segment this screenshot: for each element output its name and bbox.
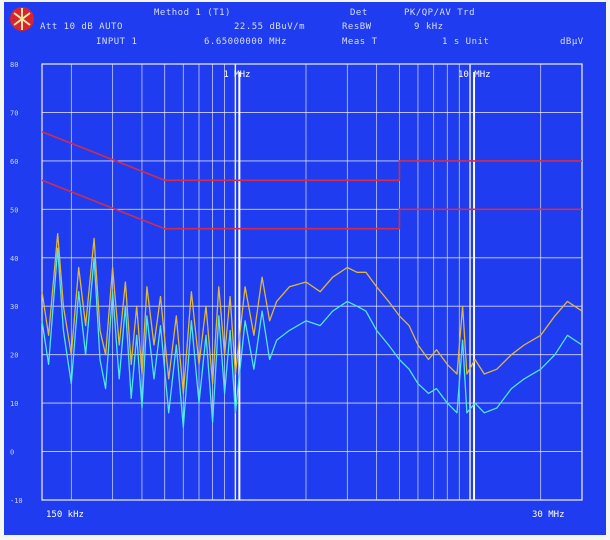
det-value: PK/QP/AV Trd — [404, 8, 476, 18]
attenuation-text: Att 10 dB AUTO — [40, 22, 123, 32]
y-tick-label: 50 — [10, 206, 18, 214]
y-tick-label: 30 — [10, 303, 18, 311]
spectrum-trace — [41, 232, 583, 395]
plot-frame — [41, 63, 583, 501]
spectrum-trace — [41, 247, 583, 428]
det-label: Det — [350, 8, 368, 18]
frequency-text: 6.65000000 MHz — [204, 37, 287, 47]
x-start-label: 150 kHz — [46, 510, 84, 520]
unit-text: dBµV — [560, 37, 584, 47]
y-tick-label: 70 — [10, 109, 18, 117]
resbw-label: ResBW — [342, 22, 372, 32]
resbw-value: 9 kHz — [414, 22, 444, 32]
meas-value: 1 s Unit — [442, 37, 490, 47]
manufacturer-logo-icon — [10, 7, 34, 31]
marker-label: 1 MHz — [223, 70, 250, 80]
input-text: INPUT 1 — [96, 37, 138, 47]
y-tick-label: 10 — [10, 400, 18, 408]
scale-text: 22.55 dBuV/m — [234, 22, 306, 32]
meas-label: Meas T — [342, 37, 378, 47]
marker-label: 10 MHz — [458, 70, 491, 80]
y-tick-label: 20 — [10, 352, 18, 360]
y-tick-label: 80 — [10, 61, 18, 69]
limit-line — [41, 179, 582, 230]
method-text: Method 1 (T1) — [154, 8, 231, 18]
y-tick-label: 60 — [10, 158, 18, 166]
limit-line — [41, 131, 582, 182]
spectrum-plot: 80 70 60 50 40 30 20 10 0 -10 1 MHz 10 MHz 150 kHz 30… — [10, 61, 583, 520]
y-tick-label: 40 — [10, 255, 18, 263]
y-tick-label: 0 — [10, 449, 14, 457]
analyzer-screen: Method 1 (T1) Att 10 dB AUTO 22.55 dBuV/… — [4, 2, 606, 535]
x-end-label: 30 MHz — [532, 510, 565, 520]
y-tick-label: -10 — [10, 497, 23, 505]
